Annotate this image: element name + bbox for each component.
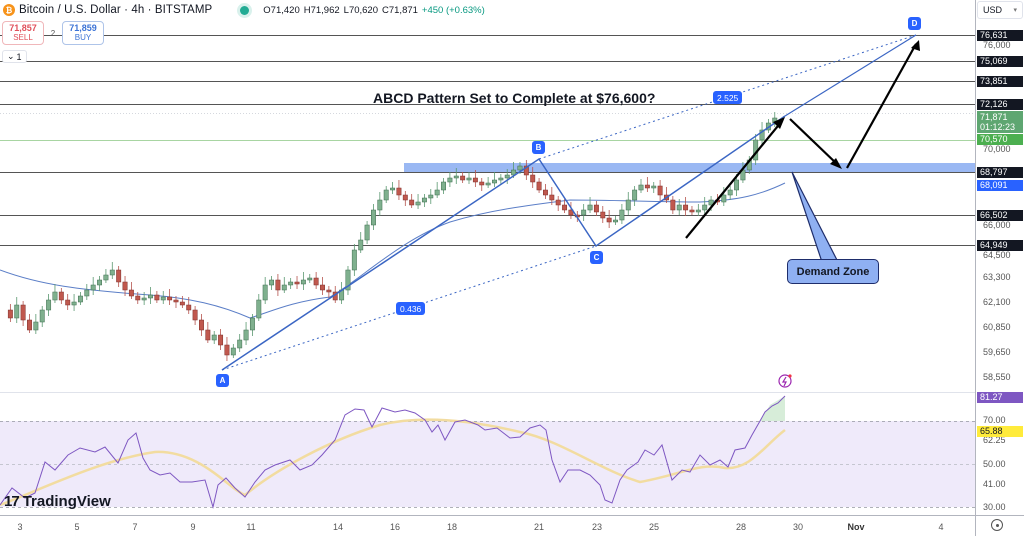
time-tick: 14	[332, 522, 344, 532]
time-tick: 21	[533, 522, 545, 532]
demand-zone-label[interactable]: Demand Zone	[787, 259, 879, 284]
ohlc-close: C71,871	[382, 4, 418, 16]
rsi-line	[0, 395, 786, 509]
rsi-ma-value-label: 65.88	[977, 426, 1023, 437]
point-d-label[interactable]: D	[908, 17, 921, 30]
price-level-label: 68,797	[977, 167, 1023, 178]
price-tick: 66,000	[983, 220, 1011, 230]
prev-close-label: 70,570	[977, 134, 1023, 145]
projection-arrows[interactable]	[685, 43, 917, 239]
time-tick: 9	[190, 522, 196, 532]
time-tick: 28	[735, 522, 747, 532]
point-a-label[interactable]: A	[216, 374, 229, 387]
indicator-collapse-button[interactable]: ⌄ 1	[2, 50, 27, 63]
rsi-tick: 41.00	[983, 479, 1006, 489]
rsi-tick: 70.00	[983, 415, 1006, 425]
sell-button[interactable]: 71,857 SELL	[2, 21, 44, 45]
alert-dot	[788, 374, 792, 378]
price-tick: 58,550	[983, 372, 1011, 382]
buy-button[interactable]: 71,859 BUY	[62, 21, 104, 45]
time-tick: Nov	[847, 522, 865, 532]
chart-header: ₿ Bitcoin / U.S. Dollar · 4h · BITSTAMP …	[0, 0, 975, 20]
last-price-label: 71,871 01:12:23	[977, 111, 1023, 133]
bitcoin-icon: ₿	[3, 4, 15, 16]
candlesticks	[7, 112, 778, 361]
ohlc-values: O71,420 H71,962 L70,620 C71,871 +450 (+0…	[263, 5, 485, 16]
ohlc-low: L70,620	[343, 4, 378, 16]
chevron-down-icon: ▾	[1013, 7, 1017, 14]
symbol-title[interactable]: Bitcoin / U.S. Dollar · 4h · BITSTAMP	[19, 4, 213, 16]
market-status-dot[interactable]	[240, 5, 250, 15]
demand-zone-rect[interactable]	[404, 163, 975, 172]
price-level-label: 72,126	[977, 99, 1023, 110]
chart-annotation-title[interactable]: ABCD Pattern Set to Complete at $76,600?	[373, 90, 656, 106]
price-tick: 59,650	[983, 347, 1011, 357]
ohlc-high: H71,962	[303, 4, 340, 16]
buy-price: 71,859	[69, 23, 97, 33]
price-level-label: 64,949	[977, 240, 1023, 251]
point-c-label[interactable]: C	[590, 251, 603, 264]
horizontal-levels[interactable]	[0, 35, 975, 246]
rsi-tick: 30.00	[983, 502, 1006, 512]
price-tick: 63,300	[983, 272, 1011, 282]
price-level-label: 66,502	[977, 210, 1023, 221]
buy-label: BUY	[74, 33, 92, 42]
ohlc-change: +450 (+0.63%)	[421, 4, 485, 16]
time-tick: 7	[132, 522, 138, 532]
price-tick: 70,000	[983, 144, 1011, 154]
spread-value: 2	[50, 28, 56, 38]
fib-dotted-bd	[538, 34, 917, 160]
fib-dotted-ac	[221, 245, 597, 371]
price-level-label: 75,069	[977, 56, 1023, 67]
time-tick: 5	[74, 522, 80, 532]
chevron-down-icon: ⌄	[7, 51, 15, 61]
price-tick: 76,000	[983, 40, 1011, 50]
arrow-heads	[773, 40, 920, 169]
time-tick: 30	[792, 522, 804, 532]
time-tick: 16	[389, 522, 401, 532]
currency-label: USD	[983, 5, 1003, 15]
demand-zone-pointer	[791, 171, 839, 263]
time-tick: 4	[938, 522, 944, 532]
tradingview-logo[interactable]: 17 TradingView	[4, 493, 111, 510]
trade-buttons: 71,857 SELL 2 71,859 BUY	[2, 21, 104, 45]
settings-gear-icon[interactable]	[991, 519, 1003, 531]
sell-price: 71,857	[9, 23, 37, 33]
lightning-glyph	[781, 376, 787, 387]
abcd-pattern-lines[interactable]	[221, 115, 786, 371]
rsi-tick: 50.00	[983, 459, 1006, 469]
price-tick: 60,850	[983, 322, 1011, 332]
rsi-band	[0, 421, 975, 507]
rsi-value-label: 81.27	[977, 392, 1023, 403]
price-level-label: 73,851	[977, 76, 1023, 87]
moving-average-line	[0, 182, 786, 319]
fib-label-0436[interactable]: 0.436	[396, 302, 426, 315]
tradingview-logo-text: TradingView	[22, 493, 111, 510]
time-tick: 11	[246, 522, 256, 532]
price-tick: 62,100	[983, 297, 1011, 307]
last-price-value: 71,871	[980, 112, 1008, 122]
point-b-label[interactable]: B	[532, 141, 545, 154]
time-tick: 23	[591, 522, 603, 532]
rsi-ma-line	[0, 418, 786, 507]
price-level-label: 68,091	[977, 180, 1023, 191]
rsi-tick: 62.25	[983, 435, 1006, 445]
sell-label: SELL	[13, 33, 33, 42]
indicator-count: 1	[16, 51, 22, 62]
time-tick: 25	[648, 522, 660, 532]
cd-projection-line[interactable]	[784, 34, 917, 117]
alert-lightning-icon[interactable]	[778, 374, 792, 388]
fib-label-2525[interactable]: 2.525	[713, 91, 743, 104]
price-level-label: 76,631	[977, 30, 1023, 41]
time-tick: 3	[17, 522, 23, 532]
ohlc-open: O71,420	[263, 4, 300, 16]
tradingview-logo-mark: 17	[4, 493, 20, 510]
price-tick: 64,500	[983, 250, 1011, 260]
currency-selector[interactable]: USD ▾	[977, 1, 1023, 19]
bar-countdown: 01:12:23	[980, 122, 1016, 132]
time-tick: 18	[446, 522, 458, 532]
